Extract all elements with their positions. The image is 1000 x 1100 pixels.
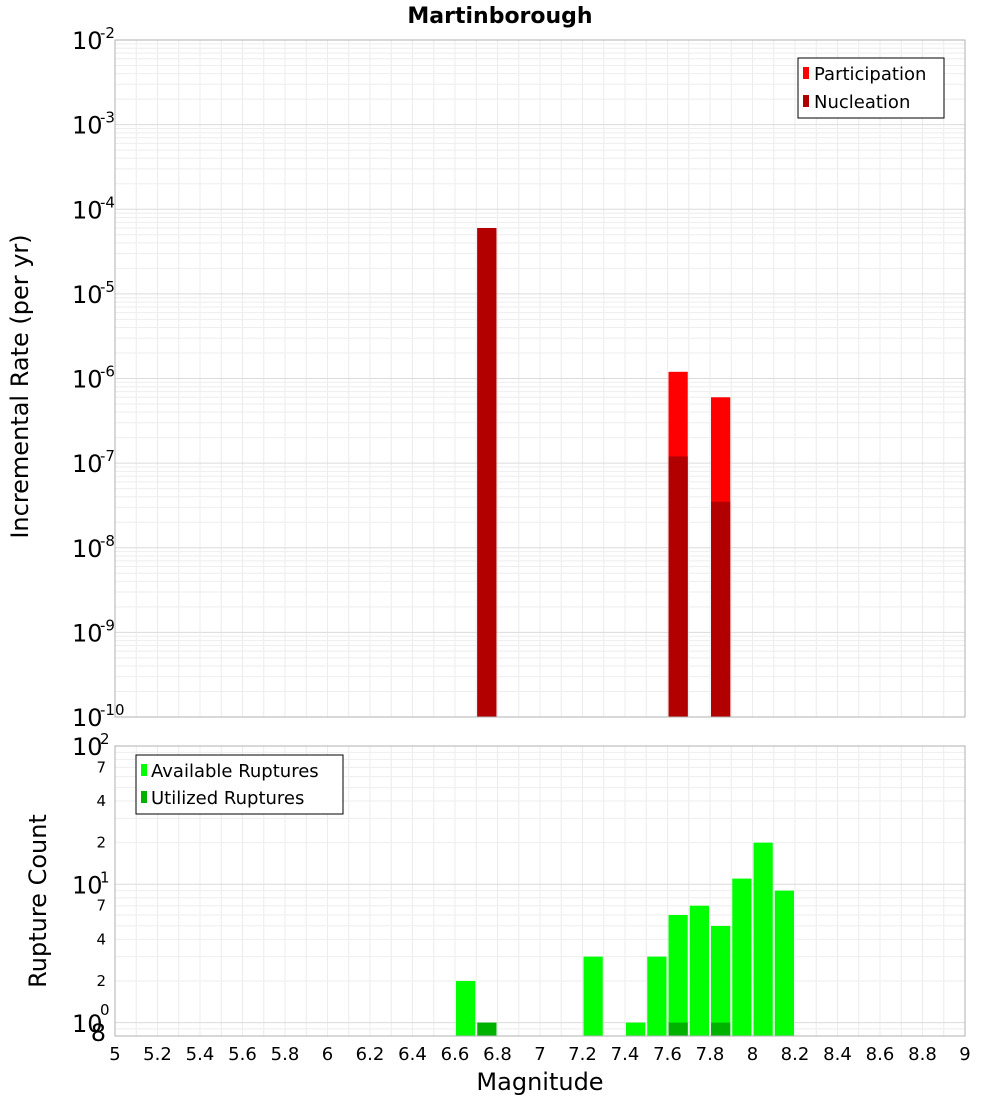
x-tick-label: 5 bbox=[109, 1044, 120, 1065]
y-tick-exponent: -9 bbox=[100, 616, 115, 634]
y-tick-exponent: 2 bbox=[100, 730, 110, 748]
y-tick-exponent: -6 bbox=[100, 363, 115, 381]
x-tick-label: 5.2 bbox=[143, 1044, 172, 1065]
bar-nucleation bbox=[668, 456, 688, 717]
legend-swatch-participation bbox=[803, 67, 809, 79]
y-tick-exponent: 1 bbox=[100, 868, 110, 886]
y-tick-label: 10 bbox=[72, 1010, 103, 1038]
y-tick-label: 10 bbox=[72, 281, 103, 309]
y-tick-label: 10 bbox=[72, 619, 103, 647]
y-minor-tick-label: 4 bbox=[96, 792, 106, 810]
y-minor-tick-label: 2 bbox=[96, 972, 106, 990]
bottom-panel-bars bbox=[456, 842, 794, 1036]
y-tick-label: 10 bbox=[72, 196, 103, 224]
y-tick-label: 10 bbox=[72, 704, 103, 732]
bottom-legend: Available Ruptures Utilized Ruptures bbox=[135, 754, 344, 815]
y-tick-label: 10 bbox=[72, 733, 103, 761]
x-tick-labels: 5 5.2 5.4 5.6 5.8 6 6.2 6.4 6.6 6.8 7 7.2 7.4 7.6 7.8 8… bbox=[109, 1044, 970, 1065]
x-tick-label: 5.8 bbox=[271, 1044, 300, 1065]
bar-utilized-ruptures bbox=[711, 1022, 731, 1036]
x-tick-label: 8 bbox=[747, 1044, 758, 1065]
x-tick-label: 7.6 bbox=[653, 1044, 682, 1065]
x-tick-label: 6.6 bbox=[441, 1044, 470, 1065]
top-legend: Participation Nucleation bbox=[797, 57, 945, 119]
y-minor-tick-label: 7 bbox=[96, 897, 106, 915]
x-tick-label: 7 bbox=[534, 1044, 545, 1065]
y-tick-exponent: -4 bbox=[100, 193, 115, 211]
x-tick-label: 7.2 bbox=[568, 1044, 597, 1065]
x-tick-label: 6.2 bbox=[356, 1044, 385, 1065]
bar-available-ruptures bbox=[732, 878, 752, 1036]
bar-available-ruptures bbox=[753, 842, 773, 1036]
legend-label-utilized-ruptures: Utilized Ruptures bbox=[151, 788, 304, 809]
bar-nucleation bbox=[711, 501, 731, 717]
legend-swatch-nucleation bbox=[803, 95, 809, 107]
y-tick-label: 10 bbox=[72, 535, 103, 563]
y-tick-exponent: -7 bbox=[100, 447, 115, 465]
x-tick-label: 7.4 bbox=[611, 1044, 640, 1065]
y-tick-exponent: -10 bbox=[100, 701, 125, 719]
bar-available-ruptures bbox=[626, 1022, 646, 1036]
y-minor-tick-label: 7 bbox=[96, 758, 106, 776]
top-y-tick-labels: 10-210-310-410-510-610-710-810-910-10 bbox=[72, 24, 125, 732]
top-panel-bars bbox=[477, 228, 731, 717]
x-tick-label: 8.4 bbox=[823, 1044, 852, 1065]
y-tick-exponent: 0 bbox=[100, 1001, 110, 1019]
legend-label-participation: Participation bbox=[814, 64, 926, 85]
bar-utilized-ruptures bbox=[477, 1022, 497, 1036]
x-tick-label: 6 bbox=[322, 1044, 333, 1065]
bar-utilized-ruptures bbox=[668, 1022, 688, 1036]
y-tick-label: 10 bbox=[72, 27, 103, 55]
bottom-panel-frame bbox=[114, 745, 966, 1037]
x-tick-label: 9 bbox=[959, 1044, 970, 1065]
bar-available-ruptures bbox=[711, 925, 731, 1036]
x-tick-label: 7.8 bbox=[696, 1044, 725, 1065]
y-tick-exponent: -2 bbox=[100, 24, 115, 42]
x-tick-label: 6.4 bbox=[398, 1044, 427, 1065]
y-tick-label: 10 bbox=[72, 112, 103, 140]
y-tick-exponent: -8 bbox=[100, 532, 115, 550]
top-y-axis-label: Incremental Rate (per yr) bbox=[6, 234, 34, 538]
y-minor-tick-label: 2 bbox=[96, 834, 106, 852]
y-tick-exponent: -5 bbox=[100, 278, 115, 296]
bar-nucleation bbox=[477, 228, 497, 717]
y-tick-exponent: -3 bbox=[100, 109, 115, 127]
chart-title: Martinborough bbox=[407, 4, 592, 29]
y-tick-label: 10 bbox=[72, 871, 103, 899]
x-tick-label: 8.2 bbox=[781, 1044, 810, 1065]
y-minor-tick-label: 8 bbox=[91, 1019, 106, 1047]
x-tick-label: 5.4 bbox=[186, 1044, 215, 1065]
bar-available-ruptures bbox=[583, 956, 603, 1036]
bar-available-ruptures bbox=[689, 905, 709, 1036]
x-tick-label: 8.6 bbox=[866, 1044, 895, 1065]
y-minor-tick-label: 4 bbox=[96, 930, 106, 948]
top-legend-box bbox=[797, 57, 945, 119]
x-tick-label: 8.8 bbox=[908, 1044, 937, 1065]
x-tick-label: 5.6 bbox=[228, 1044, 257, 1065]
top-panel-frame bbox=[114, 39, 966, 718]
bar-available-ruptures bbox=[774, 890, 794, 1036]
x-tick-label: 6.8 bbox=[483, 1044, 512, 1065]
bar-available-ruptures bbox=[647, 956, 667, 1036]
bottom-legend-box bbox=[135, 754, 344, 815]
y-tick-label: 10 bbox=[72, 366, 103, 394]
y-tick-label: 10 bbox=[72, 450, 103, 478]
x-axis-label: Magnitude bbox=[476, 1068, 603, 1096]
bar-available-ruptures bbox=[668, 914, 688, 1036]
legend-swatch-utilized-ruptures bbox=[141, 791, 147, 803]
legend-label-nucleation: Nucleation bbox=[814, 92, 910, 113]
legend-label-available-ruptures: Available Ruptures bbox=[151, 761, 319, 782]
bar-available-ruptures bbox=[456, 980, 476, 1036]
top-panel-grid bbox=[114, 40, 966, 718]
bottom-y-axis-label: Rupture Count bbox=[24, 814, 52, 988]
legend-swatch-available-ruptures bbox=[141, 764, 147, 776]
